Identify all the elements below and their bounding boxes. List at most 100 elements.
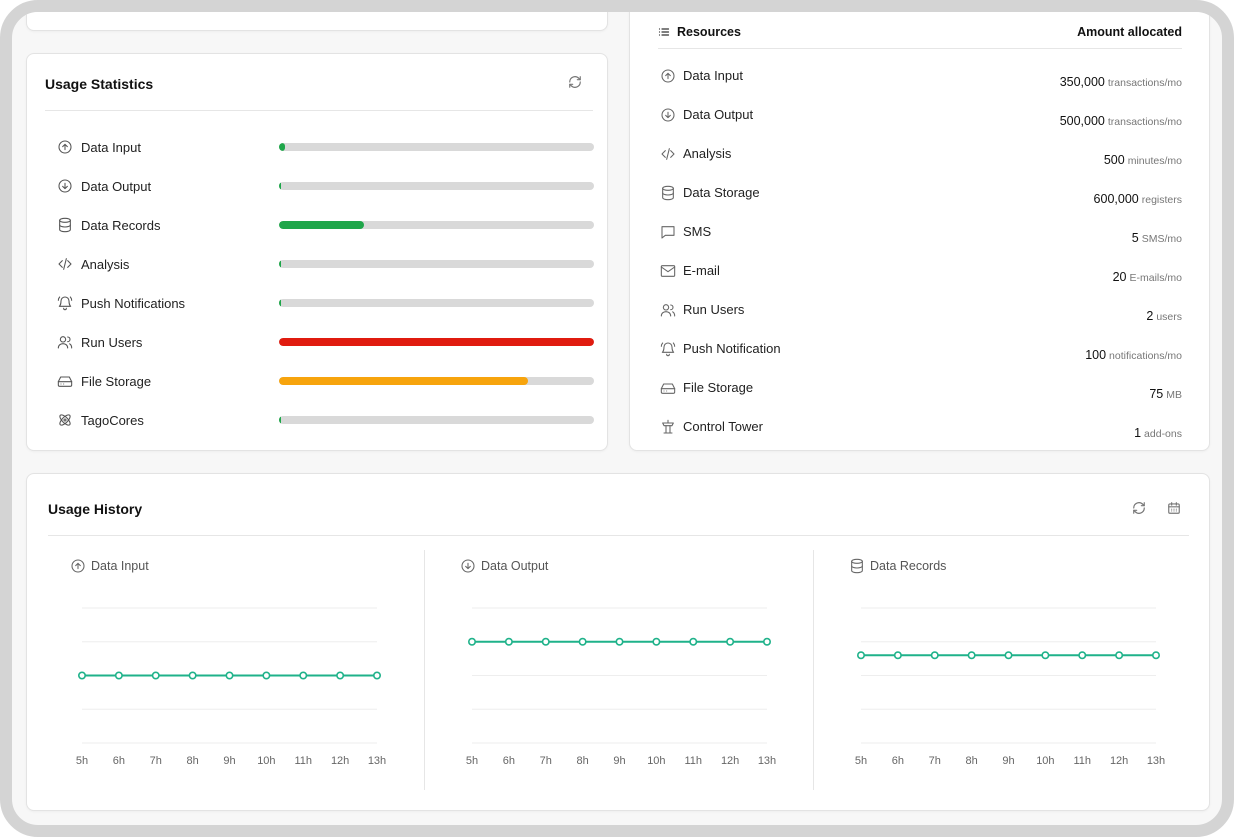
data-point[interactable] <box>1115 651 1124 660</box>
usage-progress-bar <box>279 338 594 346</box>
resource-row: SMS 5 SMS/mo <box>658 222 1182 245</box>
atom-icon <box>55 410 75 430</box>
usage-stat-row: File Storage <box>55 371 594 391</box>
resource-amount-unit: transactions/mo <box>1107 77 1182 89</box>
data-point[interactable] <box>726 637 735 646</box>
usage-stat-row: Run Users <box>55 332 594 352</box>
data-point[interactable] <box>762 637 771 646</box>
resource-amount: 1 add-ons <box>1134 426 1182 440</box>
x-tick-label: 8h <box>577 755 589 767</box>
resource-row: Analysis 500 minutes/mo <box>658 144 1182 167</box>
mail-icon <box>658 261 678 281</box>
data-point[interactable] <box>689 637 698 646</box>
data-point[interactable] <box>652 637 661 646</box>
stats-divider <box>45 110 593 111</box>
x-tick-label: 5h <box>466 755 478 767</box>
x-tick-label: 12h <box>1110 755 1128 767</box>
users-icon <box>55 332 75 352</box>
usage-progress-fill <box>279 221 365 229</box>
x-tick-label: 7h <box>929 755 941 767</box>
chart-title-label: Data Input <box>91 559 149 573</box>
usage-stat-label: Data Records <box>81 217 161 233</box>
usage-progress-fill <box>279 299 281 307</box>
resource-row: Data Output 500,000 transactions/mo <box>658 105 1182 128</box>
resource-amount-value: 500,000 <box>1059 114 1105 128</box>
data-point[interactable] <box>1004 651 1013 660</box>
data-point[interactable] <box>930 651 939 660</box>
usage-stat-label: TagoCores <box>81 412 144 428</box>
data-point[interactable] <box>299 671 308 680</box>
usage-stat-label: File Storage <box>81 373 152 389</box>
data-point[interactable] <box>893 651 902 660</box>
x-tick-label: 11h <box>1073 755 1091 767</box>
resource-row: Run Users 2 users <box>658 300 1182 323</box>
data-point[interactable] <box>615 637 624 646</box>
data-point[interactable] <box>262 671 271 680</box>
resource-amount-value: 75 <box>1149 387 1164 401</box>
usage-progress-fill <box>279 143 285 151</box>
usage-progress-bar <box>279 299 594 307</box>
resource-amount: 100 notifications/mo <box>1085 348 1182 362</box>
usage-progress-fill <box>279 416 281 424</box>
x-tick-label: 6h <box>892 755 904 767</box>
chart-title-label: Data Output <box>481 559 549 573</box>
data-point[interactable] <box>1078 651 1087 660</box>
chart-separator <box>424 550 425 790</box>
data-point[interactable] <box>77 671 86 680</box>
usage-progress-bar <box>279 221 594 229</box>
download-circle-icon <box>55 176 75 196</box>
resource-amount-value: 5 <box>1131 231 1139 245</box>
code-icon <box>658 144 678 164</box>
calendar-icon[interactable] <box>1164 498 1184 518</box>
x-tick-label: 13h <box>758 755 776 767</box>
resource-amount: 20 E-mails/mo <box>1113 270 1182 284</box>
resource-amount-unit: registers <box>1141 194 1182 206</box>
refresh-icon[interactable] <box>565 72 585 92</box>
data-point[interactable] <box>372 671 381 680</box>
usage-progress-fill <box>279 338 594 346</box>
resource-label: SMS <box>683 224 712 239</box>
data-point[interactable] <box>967 651 976 660</box>
data-point[interactable] <box>578 637 587 646</box>
x-tick-label: 7h <box>150 755 162 767</box>
usage-progress-bar <box>279 416 594 424</box>
data-point[interactable] <box>1151 651 1160 660</box>
data-point[interactable] <box>504 637 513 646</box>
data-point[interactable] <box>856 651 865 660</box>
amount-allocated-header: Amount allocated <box>1077 25 1182 39</box>
usage-progress-bar <box>279 260 594 268</box>
resource-amount-unit: users <box>1156 311 1182 323</box>
data-point[interactable] <box>225 671 234 680</box>
tower-icon <box>658 417 678 437</box>
x-tick-label: 9h <box>613 755 625 767</box>
resources-header: Resources Amount allocated <box>658 23 1182 41</box>
resource-label: Data Input <box>683 68 743 83</box>
x-tick-label: 11h <box>294 755 312 767</box>
data-point[interactable] <box>1041 651 1050 660</box>
resources-divider <box>658 48 1182 49</box>
data-point[interactable] <box>151 671 160 680</box>
data-point[interactable] <box>541 637 550 646</box>
usage-stat-label: Data Output <box>81 178 152 194</box>
resource-label: Data Output <box>683 107 754 122</box>
usage-progress-bar <box>279 143 594 151</box>
x-tick-label: 9h <box>1002 755 1014 767</box>
data-point[interactable] <box>467 637 476 646</box>
chart-title: Data Input <box>70 558 149 574</box>
data-point[interactable] <box>188 671 197 680</box>
resource-row: Control Tower 1 add-ons <box>658 417 1182 440</box>
upload-circle-icon <box>55 137 75 157</box>
refresh-icon[interactable] <box>1129 498 1149 518</box>
list-icon <box>658 26 670 38</box>
usage-history-title: Usage History <box>48 501 143 517</box>
resource-label: Push Notification <box>683 341 781 356</box>
usage-stat-row: TagoCores <box>55 410 594 430</box>
data-point[interactable] <box>336 671 345 680</box>
x-tick-label: 11h <box>684 755 702 767</box>
data-point[interactable] <box>114 671 123 680</box>
x-tick-label: 10h <box>257 755 275 767</box>
upload-circle-icon <box>658 66 678 86</box>
resource-row: Data Input 350,000 transactions/mo <box>658 66 1182 89</box>
x-tick-label: 7h <box>540 755 552 767</box>
